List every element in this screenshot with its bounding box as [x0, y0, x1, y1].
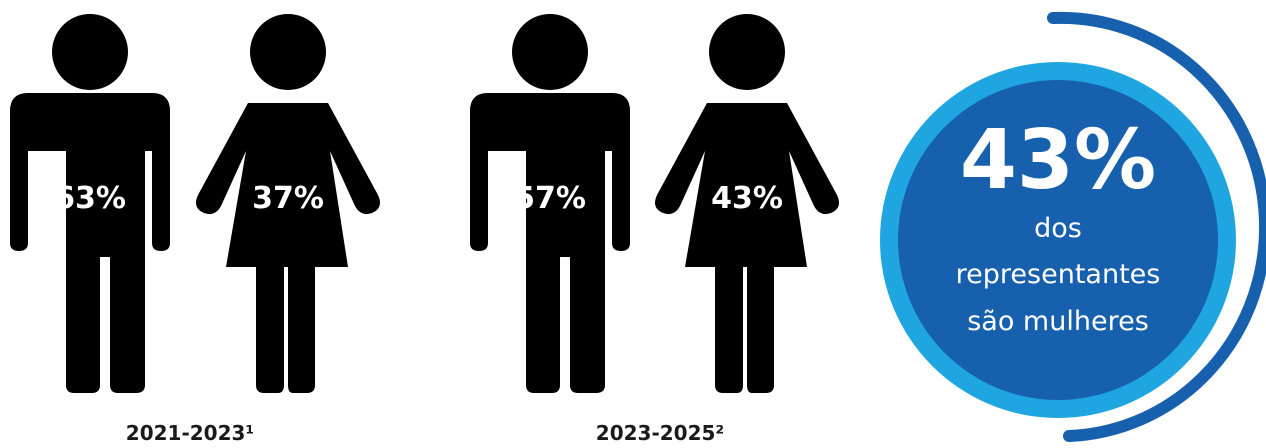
highlight-badge: 43% dos representantes são mulheres	[880, 11, 1266, 442]
highlight-line-2: representantes	[956, 259, 1161, 290]
highlight-line-1: dos	[1034, 213, 1082, 244]
highlight-value: 43%	[960, 113, 1156, 208]
highlight-line-3: são mulheres	[967, 306, 1149, 337]
woman-percent-label: 37%	[252, 181, 324, 216]
badge-core	[898, 80, 1218, 400]
period-label: 2021-2023¹	[126, 421, 254, 445]
man-percent-label: 57%	[514, 181, 586, 216]
man-percent-label: 63%	[54, 181, 126, 216]
man-icon: 63%	[10, 14, 170, 393]
woman-percent-label: 43%	[711, 181, 783, 216]
outer-arc	[1047, 11, 1266, 442]
group-2023-2025: 57% 43% 2023-2025²	[470, 14, 839, 445]
group-2021-2023: 63% 37% 2021-2023¹	[10, 14, 380, 445]
woman-icon: 37%	[196, 14, 380, 393]
woman-icon: 43%	[655, 14, 839, 393]
period-label: 2023-2025²	[596, 421, 724, 445]
man-icon: 57%	[470, 14, 630, 393]
